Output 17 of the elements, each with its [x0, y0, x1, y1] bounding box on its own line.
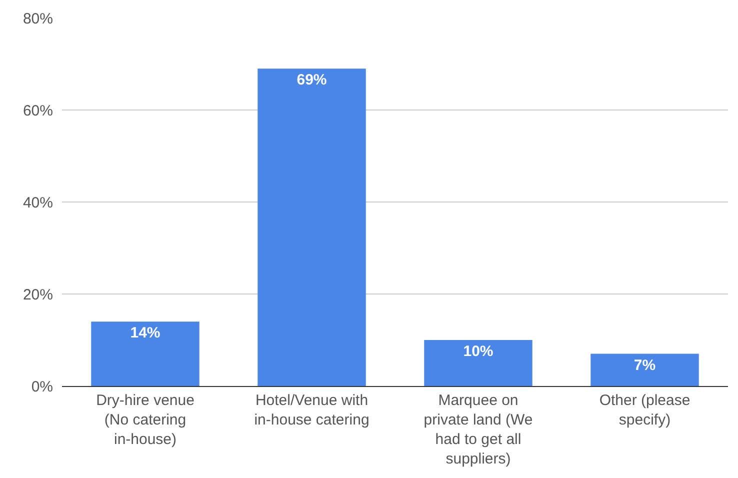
bar — [258, 68, 366, 386]
y-tick-label: 60% — [22, 102, 53, 120]
x-tick-label: Other (please specify) — [599, 392, 690, 428]
y-tick-label: 20% — [22, 286, 53, 304]
data-label: 7% — [634, 356, 656, 374]
y-tick-label: 0% — [31, 378, 53, 396]
x-tick-label: Dry-hire venue (No catering in-house) — [96, 392, 194, 448]
y-tick-label: 80% — [22, 10, 53, 28]
bar — [424, 340, 532, 386]
x-tick-label: Hotel/Venue with in-house catering — [254, 392, 370, 428]
bar — [590, 354, 699, 386]
data-label: 10% — [463, 343, 494, 360]
x-tick-label: Marquee on private land (We had to get all suppliers) — [424, 392, 533, 468]
bar — [91, 322, 200, 386]
data-label: 14% — [130, 324, 160, 342]
data-label: 69% — [296, 72, 327, 89]
y-tick-label: 40% — [22, 194, 53, 212]
